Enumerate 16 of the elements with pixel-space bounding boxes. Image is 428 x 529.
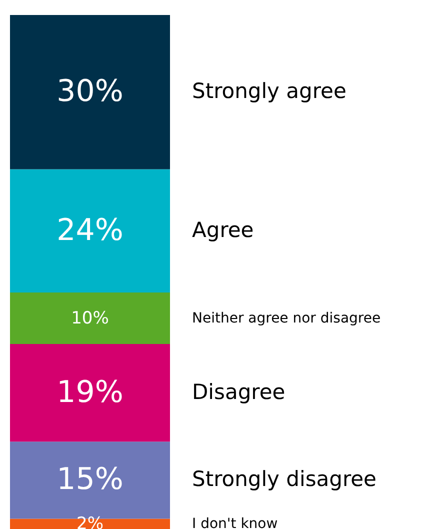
- series-label: Disagree: [192, 380, 286, 404]
- data-label: 30%: [56, 74, 124, 110]
- data-label: 24%: [56, 212, 124, 248]
- bar: [10, 344, 170, 442]
- bar: [10, 169, 170, 293]
- data-label: 10%: [71, 308, 109, 328]
- bar: [10, 15, 170, 170]
- series-label: Strongly disagree: [192, 467, 376, 492]
- series-label: I don't know: [192, 516, 278, 529]
- series-label: Strongly agree: [192, 79, 346, 104]
- series-label: Neither agree nor disagree: [192, 310, 381, 326]
- bar: [10, 292, 170, 344]
- data-label: 19%: [56, 374, 124, 410]
- data-label: 2%: [76, 514, 104, 529]
- data-label: 15%: [56, 462, 124, 498]
- series-label: Agree: [192, 218, 254, 242]
